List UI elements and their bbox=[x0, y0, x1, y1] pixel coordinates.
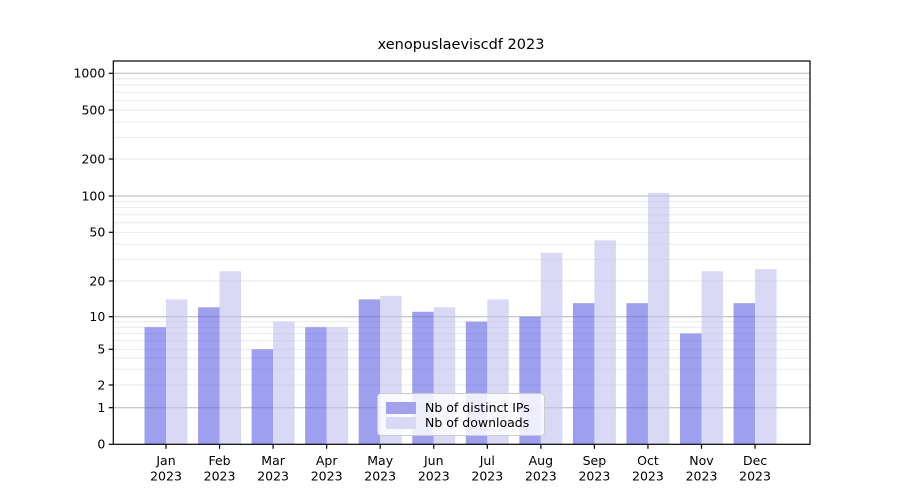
y-tick-label: 100 bbox=[81, 188, 105, 203]
bar-downloads-aug bbox=[540, 252, 563, 445]
x-tick-label-year: 2023 bbox=[632, 469, 664, 484]
x-tick-label-month: Nov bbox=[689, 453, 714, 468]
y-tick-label: 5 bbox=[97, 342, 105, 357]
x-tick-label-year: 2023 bbox=[525, 469, 557, 484]
legend: Nb of distinct IPs Nb of downloads bbox=[377, 393, 545, 436]
x-tick-label-year: 2023 bbox=[739, 469, 771, 484]
bar-distinct-ips-oct bbox=[626, 303, 648, 445]
chart-title: xenopuslaeviscdf 2023 bbox=[377, 37, 545, 53]
x-tick-label-month: Feb bbox=[208, 453, 230, 468]
legend-row-distinct-ips: Nb of distinct IPs bbox=[386, 401, 536, 414]
bar-downloads-nov bbox=[701, 271, 723, 445]
x-tick-label-month: Apr bbox=[316, 453, 338, 468]
bar-distinct-ips-mar bbox=[251, 349, 274, 445]
x-tick-label-month: Jun bbox=[423, 453, 444, 468]
y-tick-label: 0 bbox=[97, 437, 105, 452]
y-tick-label: 2 bbox=[97, 377, 105, 392]
x-tick-label-year: 2023 bbox=[257, 469, 289, 484]
y-tick-label: 1 bbox=[97, 400, 105, 415]
bar-downloads-oct bbox=[647, 192, 670, 445]
bar-distinct-ips-dec bbox=[733, 303, 756, 445]
bar-distinct-ips-sep bbox=[572, 303, 595, 445]
x-tick-label-year: 2023 bbox=[204, 469, 236, 484]
plot-frame bbox=[112, 60, 811, 445]
x-tick-label-year: 2023 bbox=[471, 469, 503, 484]
x-tick-label-month: Mar bbox=[261, 453, 285, 468]
x-tick-label-month: Aug bbox=[529, 453, 553, 468]
bar-distinct-ips-nov bbox=[680, 333, 702, 445]
legend-swatch-downloads-icon bbox=[386, 416, 416, 429]
y-tick-label: 500 bbox=[81, 102, 105, 117]
bar-downloads-apr bbox=[326, 327, 349, 445]
y-tick-label: 200 bbox=[81, 151, 105, 166]
bar-downloads-mar bbox=[273, 321, 295, 445]
bar-downloads-sep bbox=[594, 240, 616, 445]
x-tick-label-month: Oct bbox=[637, 453, 659, 468]
x-tick-label-month: May bbox=[367, 453, 393, 468]
x-tick-label-month: Jul bbox=[479, 453, 495, 468]
x-tick-label-year: 2023 bbox=[686, 469, 718, 484]
bar-downloads-jan bbox=[166, 299, 188, 445]
legend-label-distinct-ips: Nb of distinct IPs bbox=[425, 400, 530, 415]
legend-swatch-distinct-ips-icon bbox=[386, 401, 416, 414]
legend-row-downloads: Nb of downloads bbox=[386, 416, 536, 429]
x-tick-label-month: Sep bbox=[583, 453, 607, 468]
x-tick-label-month: Jan bbox=[155, 453, 175, 468]
bar-downloads-dec bbox=[755, 269, 777, 445]
bar-distinct-ips-feb bbox=[198, 307, 220, 445]
x-tick-label-year: 2023 bbox=[311, 469, 343, 484]
y-tick-label: 20 bbox=[89, 273, 105, 288]
x-tick-label-year: 2023 bbox=[364, 469, 396, 484]
y-tick-label: 10 bbox=[89, 309, 105, 324]
bar-distinct-ips-may bbox=[358, 299, 381, 445]
x-tick-label-year: 2023 bbox=[418, 469, 450, 484]
legend-label-downloads: Nb of downloads bbox=[425, 415, 530, 430]
bar-distinct-ips-apr bbox=[305, 327, 327, 445]
y-tick-label: 50 bbox=[89, 225, 105, 240]
bar-downloads-feb bbox=[219, 271, 242, 445]
x-tick-label-year: 2023 bbox=[150, 469, 182, 484]
y-tick-label: 1000 bbox=[73, 66, 105, 81]
x-tick-label-year: 2023 bbox=[578, 469, 610, 484]
bar-distinct-ips-jan bbox=[144, 327, 166, 445]
x-tick-label-month: Dec bbox=[743, 453, 767, 468]
